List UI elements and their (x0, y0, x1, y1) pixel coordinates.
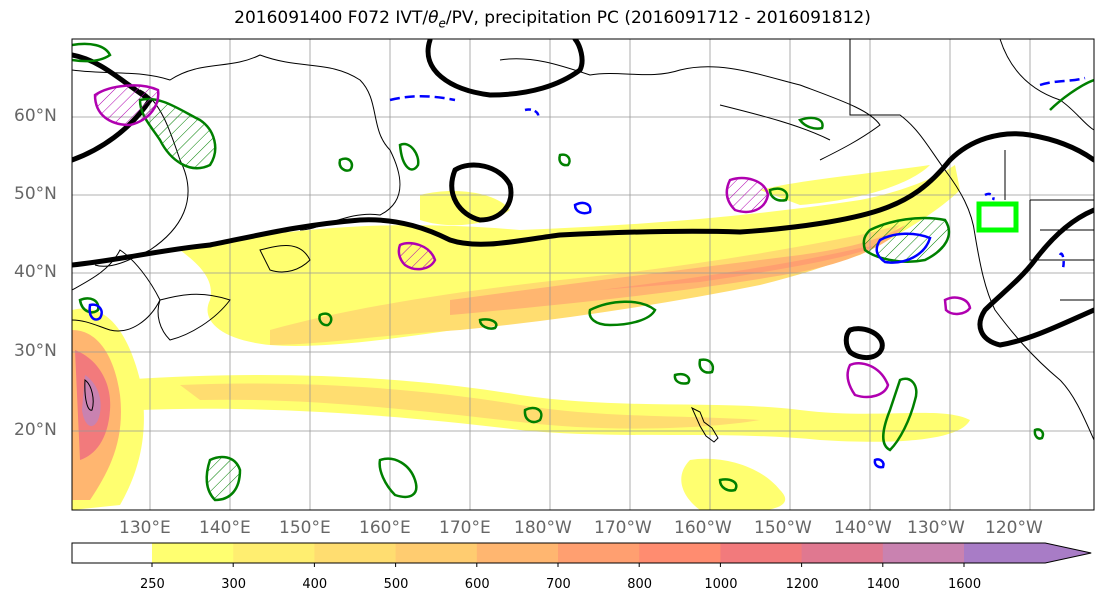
lon-label-160w: 160°W (674, 518, 732, 538)
colorbar-swatch (558, 543, 640, 563)
lat-label-30n: 30°N (14, 341, 57, 361)
colorbar-tick-label: 1000 (704, 577, 738, 592)
pv-contours (72, 39, 1094, 360)
colorbar-swatch (720, 543, 803, 563)
colorbar-tick-label: 800 (627, 577, 653, 592)
colorbar-swatch (639, 543, 721, 563)
lon-label-180w: 180°W (514, 518, 572, 538)
colorbar-swatch (233, 543, 315, 563)
colorbar-swatch (964, 543, 1046, 563)
colorbar-swatch (152, 543, 234, 563)
lon-label-160e: 160°E (359, 518, 411, 538)
graticule (72, 39, 1094, 510)
lon-label-150w: 150°W (754, 518, 812, 538)
lat-label-40n: 40°N (14, 262, 57, 282)
lon-label-170w: 170°W (594, 518, 652, 538)
map-title: 2016091400 F072 IVT/θe/PV, precipitation… (234, 8, 871, 31)
colorbar-extend-arrow (1045, 543, 1092, 563)
coastlines (72, 39, 1094, 443)
lon-label-120w: 120°W (985, 518, 1043, 538)
colorbar-swatch (395, 543, 478, 563)
colorbar-swatch (476, 543, 559, 563)
theta-e-contours (72, 42, 1094, 502)
precip-pos-contours (93, 84, 972, 399)
colorbar-swatch (801, 543, 884, 563)
colorbar-tick-label: 700 (546, 577, 571, 592)
colorbar-tick-label: 500 (383, 577, 409, 592)
lat-label-20n: 20°N (14, 420, 57, 440)
lon-label-170e: 170°E (439, 518, 491, 538)
lon-label-140e: 140°E (199, 518, 251, 538)
colorbar (71, 542, 1092, 567)
colorbar-swatch (314, 543, 397, 563)
colorbar-tick-label: 1400 (866, 577, 900, 592)
colorbar-outline (71, 542, 1092, 564)
colorbar-tick-label: 400 (302, 577, 328, 592)
precip-neg-contours (88, 76, 1086, 469)
lat-label-60n: 60°N (14, 106, 57, 126)
lon-label-130e: 130°E (119, 518, 171, 538)
lon-label-140w: 140°W (834, 518, 892, 538)
colorbar-tick-label: 300 (221, 577, 247, 592)
lon-label-130w: 130°W (907, 518, 965, 538)
colorbar-swatch (882, 543, 965, 563)
colorbar-tick-label: 1200 (785, 577, 819, 592)
colorbar-tick-label: 600 (464, 577, 490, 592)
colorbar-tick-label: 1600 (948, 577, 982, 592)
colorbar-tick-label: 250 (140, 577, 165, 592)
target-region-box (976, 201, 1019, 233)
lat-label-50n: 50°N (14, 184, 57, 204)
lon-label-150e: 150°E (279, 518, 331, 538)
